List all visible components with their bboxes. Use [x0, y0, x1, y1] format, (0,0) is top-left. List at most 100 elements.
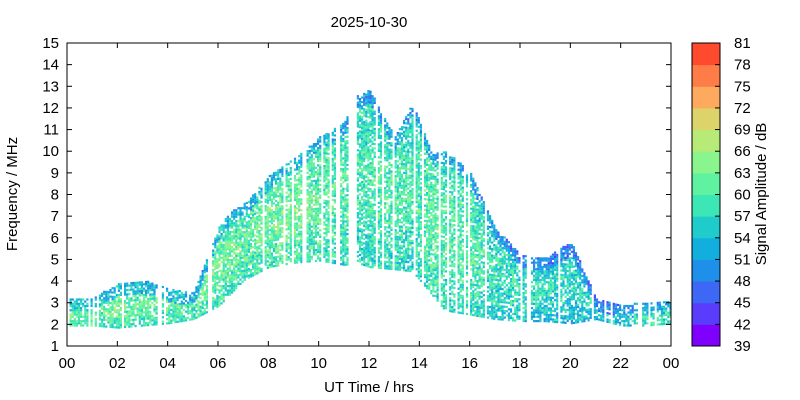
heatmap-cell	[386, 185, 389, 188]
heatmap-cell	[214, 274, 217, 277]
heatmap-cell	[390, 211, 393, 214]
heatmap-cell	[400, 184, 404, 187]
heatmap-cell	[113, 317, 116, 320]
heatmap-cell	[312, 199, 315, 202]
heatmap-cell	[296, 244, 299, 247]
heatmap-cell	[363, 160, 366, 163]
heatmap-cell	[228, 259, 232, 262]
heatmap-cell	[377, 242, 380, 246]
heatmap-cell	[136, 307, 139, 310]
heatmap-cell	[371, 246, 374, 249]
heatmap-cell	[222, 272, 225, 275]
heatmap-cell	[272, 234, 276, 237]
heatmap-cell	[407, 142, 410, 145]
heatmap-cell	[296, 185, 299, 188]
heatmap-cell	[442, 183, 445, 186]
heatmap-cell	[220, 237, 223, 240]
heatmap-cell	[373, 240, 376, 243]
heatmap-cell	[222, 224, 225, 227]
heatmap-cell	[365, 227, 368, 230]
heatmap-cell	[101, 312, 104, 315]
heatmap-cell	[214, 283, 217, 286]
heatmap-cell	[423, 133, 427, 136]
heatmap-cell	[149, 317, 152, 320]
heatmap-cell	[407, 176, 410, 179]
heatmap-cell	[373, 97, 376, 100]
heatmap-cell	[428, 285, 431, 288]
heatmap-cell	[358, 221, 362, 224]
heatmap-cell	[314, 240, 318, 243]
heatmap-cell	[98, 294, 102, 297]
heatmap-cell	[428, 231, 431, 234]
heatmap-cell	[394, 220, 397, 223]
heatmap-cell	[377, 255, 380, 259]
heatmap-cell	[340, 126, 343, 129]
heatmap-cell	[224, 272, 227, 275]
heatmap-cell	[296, 224, 299, 227]
heatmap-cell	[270, 259, 273, 262]
heatmap-cell	[231, 222, 234, 225]
heatmap-cell	[252, 274, 255, 277]
heatmap-cell	[149, 310, 152, 313]
heatmap-cell	[312, 242, 315, 245]
heatmap-cell	[243, 202, 246, 206]
heatmap-cell	[218, 228, 221, 231]
heatmap-cell	[289, 208, 292, 211]
heatmap-cell	[226, 259, 229, 262]
heatmap-cell	[430, 162, 433, 165]
heatmap-cell	[98, 318, 102, 321]
heatmap-cell	[270, 263, 273, 266]
heatmap-cell	[197, 315, 200, 318]
heatmap-cell	[245, 223, 248, 226]
heatmap-cell	[419, 245, 422, 248]
heatmap-cell	[379, 130, 383, 133]
heatmap-cell	[333, 149, 336, 152]
heatmap-cell	[432, 279, 435, 282]
heatmap-cell	[172, 295, 175, 298]
heatmap-cell	[268, 190, 271, 193]
heatmap-cell	[75, 315, 78, 318]
heatmap-cell	[400, 143, 404, 146]
heatmap-cell	[325, 230, 328, 233]
heatmap-cell	[426, 252, 429, 255]
heatmap-cell	[266, 212, 269, 215]
heatmap-cell	[363, 121, 366, 124]
heatmap-cell	[415, 244, 418, 247]
heatmap-cell	[417, 132, 420, 135]
heatmap-cell	[333, 212, 336, 215]
heatmap-cell	[119, 287, 122, 290]
heatmap-cell	[400, 201, 404, 204]
heatmap-cell	[390, 205, 393, 208]
heatmap-cell	[105, 319, 108, 322]
heatmap-cell	[417, 119, 420, 122]
heatmap-cell	[400, 204, 404, 207]
heatmap-cell	[107, 312, 110, 315]
heatmap-cell	[128, 321, 131, 324]
heatmap-cell	[346, 200, 349, 203]
heatmap-cell	[331, 250, 334, 253]
heatmap-cell	[434, 238, 437, 241]
heatmap-cell	[426, 239, 429, 242]
heatmap-cell	[426, 224, 429, 227]
heatmap-cell	[124, 308, 127, 311]
heatmap-cell	[298, 202, 301, 205]
heatmap-cell	[314, 233, 318, 236]
heatmap-cell	[178, 313, 181, 316]
heatmap-cell	[151, 297, 154, 300]
heatmap-cell	[377, 193, 380, 196]
heatmap-cell	[405, 189, 408, 192]
heatmap-cell	[411, 268, 414, 271]
heatmap-cell	[264, 228, 267, 232]
heatmap-cell	[390, 179, 393, 182]
heatmap-cell	[367, 111, 370, 114]
heatmap-cell	[356, 194, 359, 197]
heatmap-cell	[268, 248, 271, 251]
heatmap-cell	[379, 160, 383, 163]
heatmap-cell	[440, 267, 443, 271]
heatmap-cell	[300, 189, 303, 192]
heatmap-cell	[272, 232, 276, 235]
heatmap-cell	[252, 254, 255, 258]
heatmap-cell	[310, 173, 313, 176]
heatmap-cell	[312, 240, 315, 243]
heatmap-cell	[264, 257, 267, 260]
